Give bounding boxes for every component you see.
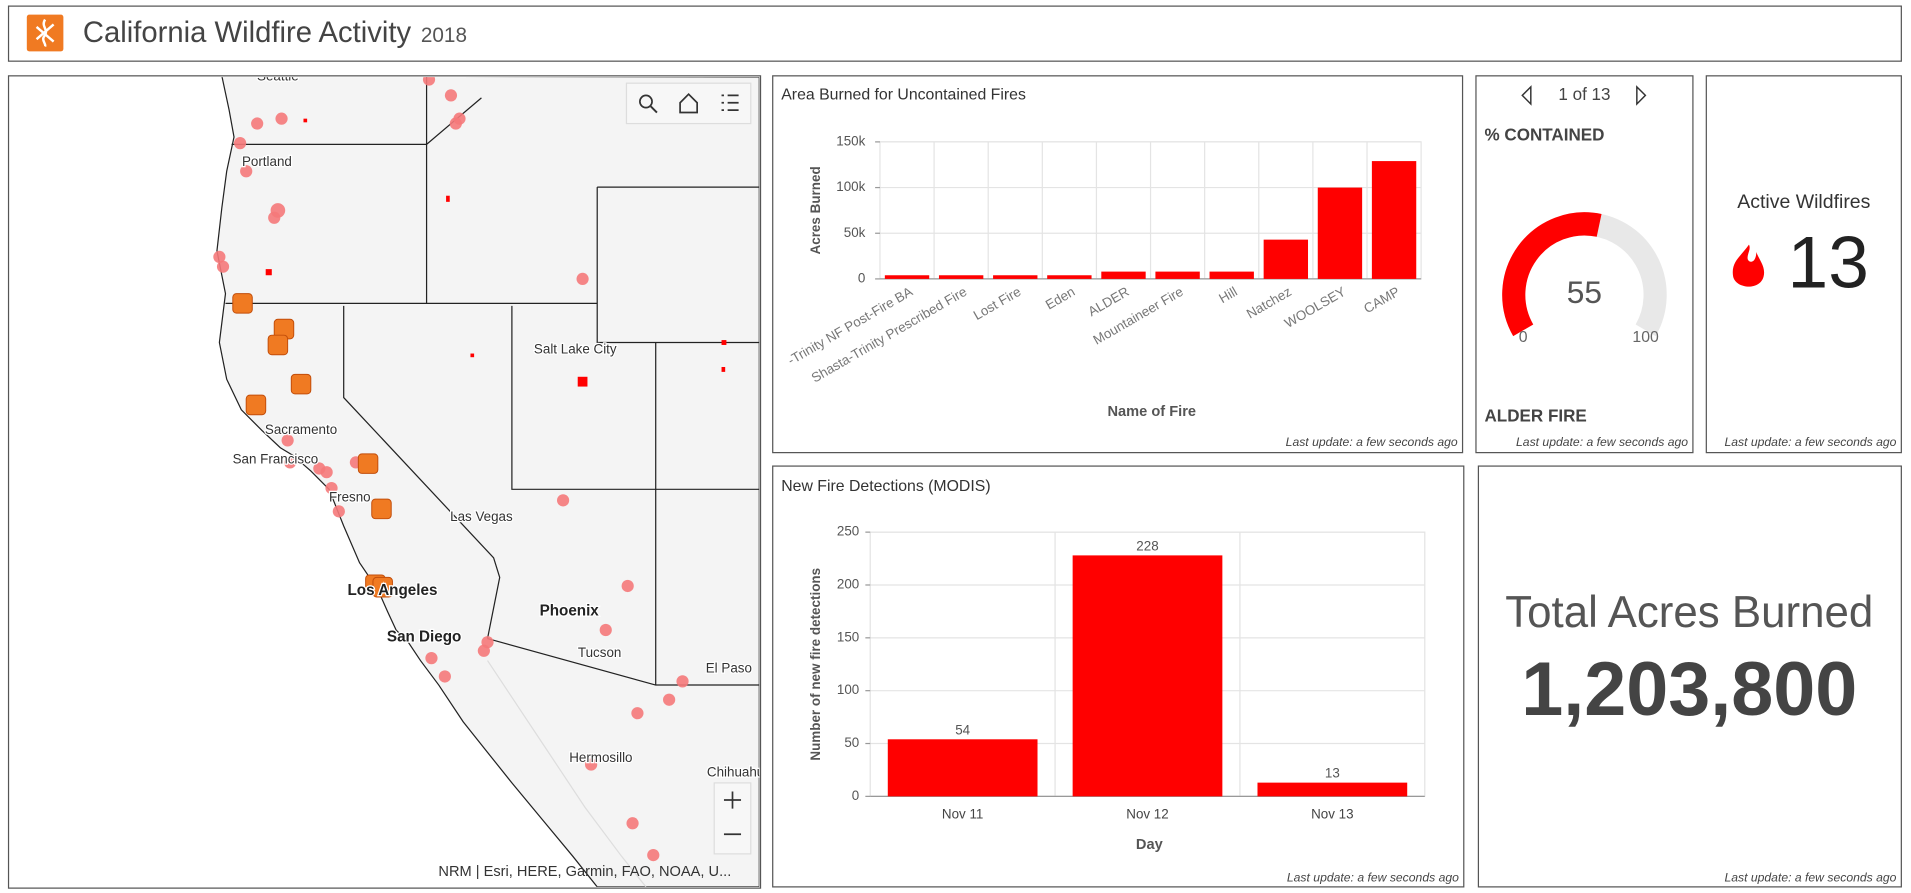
y-tick-label: 50k — [844, 225, 866, 240]
bar — [993, 275, 1038, 279]
zoom-in[interactable] — [723, 791, 742, 809]
search-button[interactable] — [639, 94, 658, 114]
header-bar — [7, 5, 1902, 62]
y-tick-label: 100k — [836, 179, 865, 194]
gauge-name: ALDER FIRE — [1484, 407, 1586, 426]
footer: Last update: a few seconds ago — [1724, 435, 1896, 449]
city-label: Sacramento — [265, 422, 337, 437]
bar — [884, 275, 930, 279]
zoom-controls — [713, 782, 752, 855]
data-label: 228 — [1136, 538, 1158, 553]
home-button[interactable] — [679, 92, 699, 114]
city-label: Fresno — [329, 489, 371, 504]
gauge-title: % CONTAINED — [1484, 125, 1604, 144]
indicator-value: 13 — [1788, 221, 1869, 303]
city-label: Chihuahua — [707, 765, 772, 780]
city-label: Los Angeles — [347, 582, 437, 599]
bar — [1317, 187, 1363, 279]
y-axis-title: Number of new fire detections — [808, 568, 823, 761]
bar — [1371, 161, 1417, 279]
fire-dots — [213, 77, 689, 862]
pager-next[interactable] — [1636, 85, 1647, 106]
pager-label: 1 of 13 — [1558, 85, 1610, 104]
layers-button[interactable] — [721, 94, 739, 111]
pager-prev[interactable] — [1521, 85, 1532, 106]
flame-icon — [1732, 244, 1765, 287]
y-axis-title: Acres Burned — [808, 166, 823, 254]
x-tick-label: Nov 12 — [1126, 806, 1168, 821]
logo — [26, 14, 64, 52]
bar — [887, 739, 1038, 797]
city-label: Phoenix — [540, 603, 600, 620]
gauge-value-arc — [1502, 212, 1602, 337]
data-label: 54 — [955, 722, 970, 737]
city-label: San Diego — [387, 628, 461, 645]
x-tick-label: Nov 11 — [942, 806, 983, 821]
header-subtitle: 2018 — [421, 24, 467, 47]
city-label: El Paso — [706, 661, 752, 676]
map-attribution: NRM | Esri, HERE, Garmin, FAO, NOAA, U..… — [438, 864, 731, 880]
footer: Last update: a few seconds ago — [1287, 871, 1459, 885]
y-tick-label: 50 — [844, 735, 859, 750]
fire-perimeters — [265, 118, 727, 387]
y-tick-label: 0 — [858, 270, 865, 285]
x-axis-title: Day — [1136, 837, 1164, 853]
fire-icons — [232, 293, 393, 598]
bar — [938, 275, 984, 279]
city-label: Salt Lake City — [534, 341, 617, 356]
y-tick-label: 200 — [837, 577, 859, 592]
indicator-title: Active Wildfires — [1737, 191, 1870, 213]
chart-title: New Fire Detections (MODIS) — [781, 478, 990, 495]
city-label: Portland — [242, 154, 292, 169]
y-tick-label: 150 — [837, 629, 859, 644]
gauge-max: 100 — [1632, 329, 1659, 346]
footer: Last update: a few seconds ago — [1516, 435, 1688, 449]
city-label: Las Vegas — [450, 509, 513, 524]
city-label: Hermosillo — [569, 750, 632, 765]
bar — [1209, 271, 1254, 279]
y-tick-label: 250 — [837, 524, 859, 539]
map-toolbar — [625, 82, 752, 125]
gauge-value: 55 — [1567, 274, 1602, 310]
y-tick-label: 150k — [836, 133, 865, 148]
x-axis-title: Name of Fire — [1108, 404, 1197, 420]
total-title: Total Acres Burned — [1505, 588, 1873, 637]
header-title: California Wildfire Activity — [83, 16, 412, 49]
city-label: San Francisco — [233, 451, 319, 466]
data-label: 13 — [1325, 766, 1340, 781]
city-label: Tucson — [578, 645, 621, 660]
bar — [1257, 782, 1408, 797]
y-tick-label: 0 — [852, 788, 859, 803]
footer: Last update: a few seconds ago — [1724, 871, 1896, 885]
gauge-min: 0 — [1519, 329, 1528, 346]
map: Seattle Portland Salt Lake City Sacramen… — [9, 69, 772, 887]
bar — [1047, 275, 1092, 279]
footer: Last update: a few seconds ago — [1286, 435, 1458, 449]
dashboard-layout: California Wildfire Activity 2018 Seattl… — [7, 5, 1902, 889]
chart-title: Area Burned for Uncontained Fires — [781, 87, 1026, 104]
y-tick-label: 100 — [837, 682, 859, 697]
bar — [1101, 271, 1146, 279]
bar — [1072, 555, 1223, 797]
bar — [1263, 239, 1309, 279]
total-value: 1,203,800 — [1521, 647, 1857, 732]
city-label: Seattle — [257, 69, 299, 84]
total-panel — [1477, 465, 1902, 888]
bar — [1155, 271, 1200, 279]
x-tick-label: Nov 13 — [1311, 806, 1353, 821]
